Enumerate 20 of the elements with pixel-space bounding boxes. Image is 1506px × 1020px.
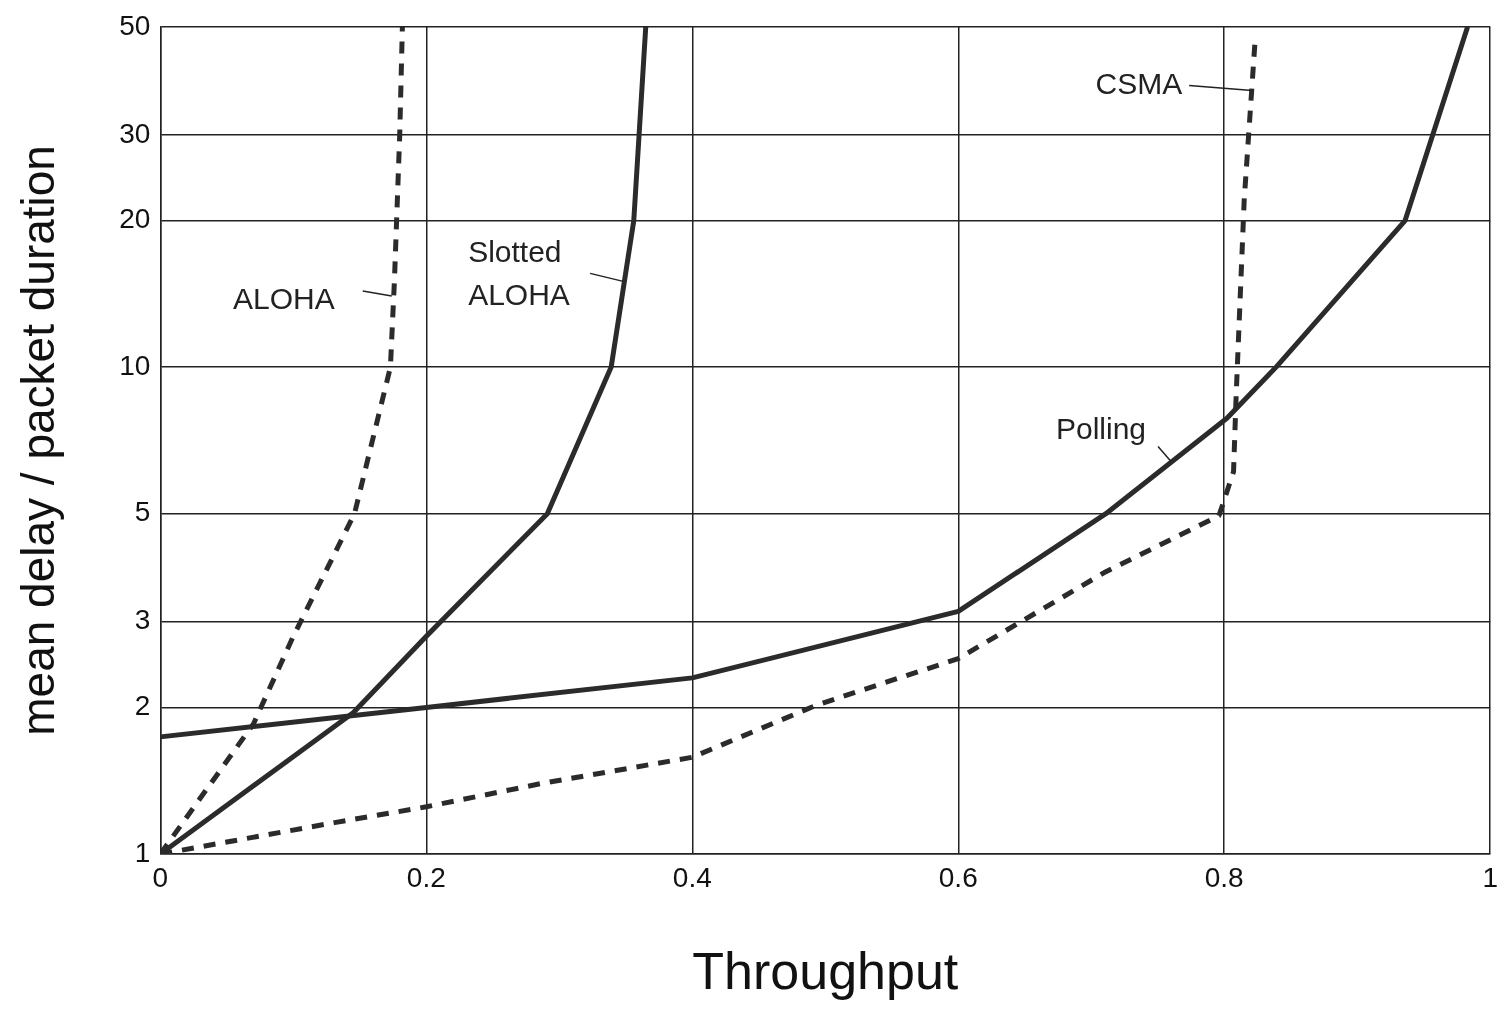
- x-axis-title: Throughput: [692, 942, 959, 1001]
- x-tick-label: 1: [1482, 861, 1498, 893]
- x-tick-label: 0.2: [406, 861, 446, 893]
- y-tick-label: 1: [134, 836, 151, 868]
- y-axis-title: mean delay / packet duration: [12, 145, 65, 736]
- x-tick-label: 0.4: [672, 861, 712, 893]
- x-tick-label: 0.6: [938, 861, 978, 893]
- annotation: Slotted ALOHA: [468, 234, 570, 311]
- y-tick-label: 2: [134, 690, 151, 722]
- y-tick-label: 5: [134, 496, 151, 528]
- annotation: ALOHA: [233, 282, 335, 316]
- annotation: CSMA: [1095, 66, 1183, 100]
- y-tick-label: 20: [119, 203, 151, 235]
- y-tick-label: 10: [119, 349, 151, 381]
- y-tick-label: 30: [119, 117, 151, 149]
- x-tick-label: 0.8: [1204, 861, 1244, 893]
- x-tick-label: 0: [152, 861, 169, 893]
- y-tick-label: 3: [134, 604, 151, 636]
- y-tick-label: 50: [119, 9, 151, 41]
- annotation: Polling: [1055, 411, 1147, 445]
